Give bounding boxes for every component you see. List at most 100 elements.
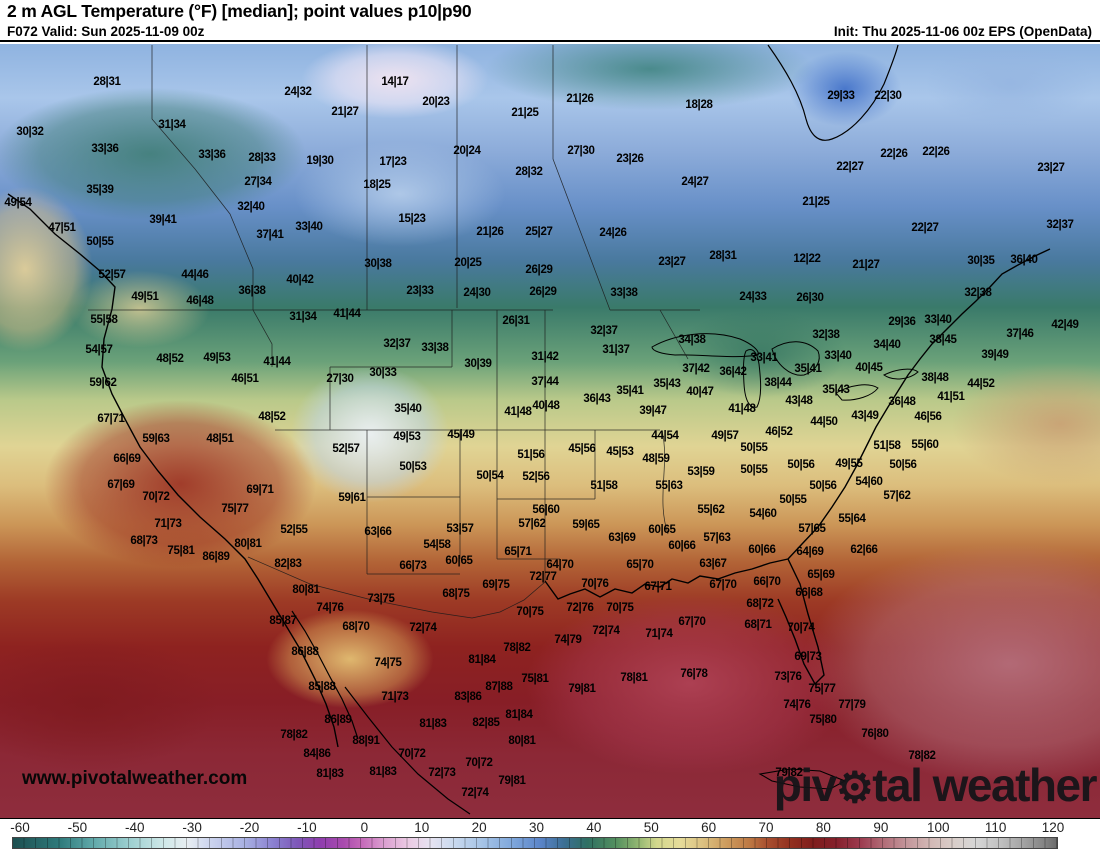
point-value: 33|40 [924,314,952,326]
point-value: 26|31 [502,315,530,327]
colorbar-tick: 60 [701,820,717,835]
point-value: 45|49 [447,429,475,441]
gulf-of-california-coastline [291,610,471,815]
point-value: 33|41 [750,352,778,364]
point-value: 21|26 [476,226,504,238]
point-value: 54|58 [423,539,451,551]
point-value: 48|52 [156,353,184,365]
point-value: 37|46 [1006,328,1034,340]
point-value: 73|76 [774,671,802,683]
point-value: 60|65 [648,524,676,536]
point-value: 27|30 [567,145,595,157]
point-value: 55|64 [838,513,866,525]
point-value: 46|56 [914,411,942,423]
point-value: 41|51 [937,391,965,403]
point-value: 33|40 [824,350,852,362]
colorbar-tick: 100 [926,820,950,835]
point-value: 62|66 [850,544,878,556]
point-value: 88|91 [352,735,380,747]
point-value: 71|73 [381,691,409,703]
point-value: 66|68 [795,587,823,599]
point-value: 34|40 [873,339,901,351]
point-value: 50|56 [889,459,917,471]
point-value: 75|77 [221,503,249,515]
point-value: 84|86 [303,748,331,760]
point-value: 50|55 [740,442,768,454]
point-value: 42|49 [1051,319,1079,331]
point-value: 80|81 [292,584,320,596]
gulf-atlantic-coastline [544,248,1051,686]
point-value: 70|76 [581,578,609,590]
point-value: 52|57 [332,443,360,455]
geography-overlay [7,44,1051,815]
point-value: 27|30 [326,373,354,385]
point-value: 51|58 [590,480,618,492]
point-value: 75|81 [521,673,549,685]
point-value: 32|37 [590,325,618,337]
point-value: 54|57 [85,344,113,356]
point-value: 54|60 [855,476,883,488]
point-value: 41|44 [333,308,361,320]
point-value: 59|63 [142,433,170,445]
point-value: 28|31 [709,250,737,262]
point-value: 47|51 [48,222,76,234]
point-value: 33|36 [198,149,226,161]
colorbar-tick: 70 [758,820,774,835]
point-value: 32|38 [964,287,992,299]
point-value: 23|26 [616,153,644,165]
point-value: 65|70 [626,559,654,571]
point-value: 44|52 [967,378,995,390]
point-value: 27|34 [244,176,272,188]
point-value: 82|83 [274,558,302,570]
point-value: 50|56 [809,480,837,492]
point-value: 41|44 [263,356,291,368]
point-value: 38|45 [929,334,957,346]
point-value: 70|75 [606,602,634,614]
point-value: 53|59 [687,466,715,478]
point-value: 29|33 [827,90,855,102]
point-value: 31|37 [602,344,630,356]
point-value: 18|25 [363,179,391,191]
point-value: 20|24 [453,145,481,157]
point-value: 69|73 [794,651,822,663]
point-value: 36|40 [1010,254,1038,266]
point-value: 40|45 [855,362,883,374]
point-value: 49|54 [4,197,32,209]
point-value: 64|69 [796,546,824,558]
point-value: 65|69 [807,569,835,581]
point-value: 68|75 [442,588,470,600]
colorbar-tick: 20 [471,820,487,835]
point-value: 33|40 [295,221,323,233]
pacific-coastline [7,193,339,748]
point-value: 78|81 [620,672,648,684]
point-value: 63|67 [699,558,727,570]
point-value: 35|39 [86,184,114,196]
point-value: 73|75 [367,593,395,605]
point-value: 59|61 [338,492,366,504]
point-value: 32|40 [237,201,265,213]
point-value: 79|82 [775,767,803,779]
colorbar-tick: -60 [10,820,30,835]
point-value: 46|51 [231,373,259,385]
point-value: 50|56 [787,459,815,471]
point-value: 32|37 [383,338,411,350]
point-value: 35|43 [653,378,681,390]
colorbar-gradient-strip [12,837,1058,849]
colorbar-tick: 110 [984,820,1007,835]
point-value: 63|69 [608,532,636,544]
point-value: 67|71 [97,413,125,425]
point-value: 50|55 [779,494,807,506]
point-value: 37|41 [256,229,284,241]
point-value: 25|27 [525,226,553,238]
point-value: 50|53 [399,461,427,473]
point-value: 52|55 [280,524,308,536]
point-value: 28|31 [93,76,121,88]
point-value: 80|81 [508,735,536,747]
point-value: 29|36 [888,316,916,328]
point-value: 52|57 [98,269,126,281]
point-value: 23|27 [1037,162,1065,174]
point-value: 35|43 [822,384,850,396]
point-value: 50|55 [740,464,768,476]
point-value: 36|38 [238,285,266,297]
